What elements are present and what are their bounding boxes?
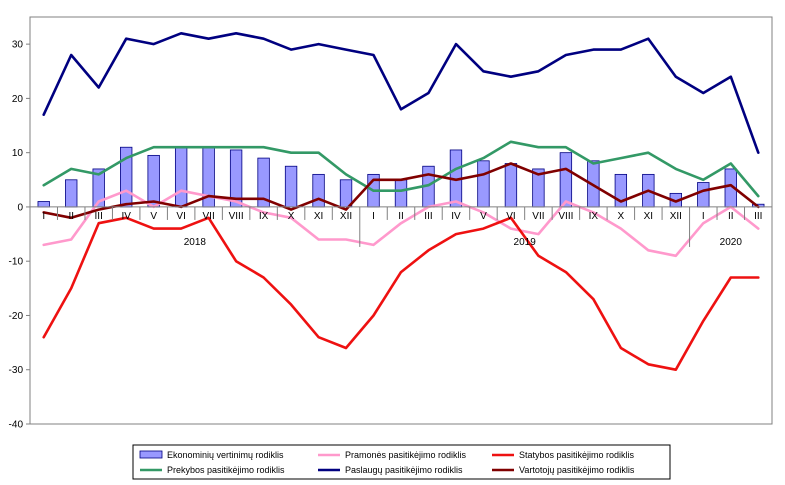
x-tick-label: VIII bbox=[229, 211, 244, 222]
legend-label: Pramonės pasitikėjimo rodiklis bbox=[345, 450, 467, 460]
y-tick-label: -40 bbox=[9, 420, 24, 431]
bar bbox=[312, 173, 325, 208]
y-tick-label: 0 bbox=[17, 202, 23, 213]
year-label: 2019 bbox=[514, 237, 537, 248]
bar bbox=[559, 152, 573, 208]
year-label: 2020 bbox=[720, 237, 743, 248]
x-tick-label: XII bbox=[670, 211, 682, 222]
series-line bbox=[42, 189, 760, 258]
x-tick-label: I bbox=[372, 211, 375, 222]
y-tick-label: 30 bbox=[12, 40, 24, 51]
legend-box bbox=[132, 444, 671, 480]
bar bbox=[477, 160, 490, 208]
x-tick-label: I bbox=[42, 211, 45, 222]
legend-swatch bbox=[139, 450, 163, 459]
series-line bbox=[42, 31, 760, 154]
bar bbox=[65, 179, 78, 208]
x-tick-label: IV bbox=[121, 211, 131, 222]
series-line bbox=[42, 162, 760, 220]
legend-label: Statybos pasitikėjimo rodiklis bbox=[519, 450, 635, 460]
x-tick-label: IX bbox=[589, 211, 599, 222]
x-tick-label: XI bbox=[644, 211, 653, 222]
legend-label: Paslaugų pasitikėjimo rodiklis bbox=[345, 465, 463, 475]
legend-label: Ekonominių vertinimų rodiklis bbox=[167, 450, 284, 460]
x-tick-label: II bbox=[68, 211, 74, 222]
x-tick-label: XII bbox=[340, 211, 352, 222]
series-line bbox=[42, 140, 760, 198]
x-tick-label: II bbox=[728, 211, 734, 222]
bar bbox=[147, 154, 160, 208]
x-tick-label: VIII bbox=[558, 211, 573, 222]
x-tick-label: III bbox=[95, 211, 103, 222]
plot-border bbox=[29, 16, 773, 425]
x-tick-label: IX bbox=[259, 211, 269, 222]
y-tick-label: -10 bbox=[9, 257, 24, 268]
x-tick-label: V bbox=[150, 211, 157, 222]
y-axis: 30 20 10 0 -10 -20 -30 -40 bbox=[9, 40, 30, 431]
y-tick-label: -20 bbox=[9, 311, 24, 322]
bar bbox=[174, 146, 188, 208]
x-tick-label: II bbox=[398, 211, 404, 222]
x-tick-label: III bbox=[754, 211, 762, 222]
x-axis: I II III IV V VI VII VIII IX X XI XII I II III IV V VI VII… bbox=[29, 206, 773, 248]
x-tick-label: VI bbox=[506, 211, 515, 222]
legend-label: Prekybos pasitikėjimo rodiklis bbox=[167, 465, 285, 475]
legend: Ekonominių vertinimų rodiklis Pramonės pa… bbox=[132, 444, 671, 480]
legend-label: Vartotojų pasitikėjimo rodiklis bbox=[519, 465, 635, 475]
x-tick-label: I bbox=[702, 211, 705, 222]
year-label: 2018 bbox=[184, 237, 207, 248]
bar bbox=[284, 165, 298, 208]
x-tick-label: V bbox=[480, 211, 487, 222]
y-tick-label: -30 bbox=[9, 365, 24, 376]
x-tick-label: X bbox=[618, 211, 625, 222]
bar bbox=[504, 163, 518, 208]
x-tick-label: VII bbox=[532, 211, 544, 222]
x-tick-label: X bbox=[288, 211, 295, 222]
x-tick-label: IV bbox=[451, 211, 461, 222]
bar bbox=[394, 179, 408, 208]
y-tick-label: 20 bbox=[12, 94, 24, 105]
x-tick-label: XI bbox=[314, 211, 323, 222]
y-tick-label: 10 bbox=[12, 148, 24, 159]
bar bbox=[697, 182, 710, 208]
bar bbox=[339, 179, 353, 208]
series-line bbox=[42, 216, 760, 372]
bar bbox=[37, 201, 50, 208]
x-tick-label: VI bbox=[176, 211, 185, 222]
x-tick-label: III bbox=[424, 211, 432, 222]
x-tick-label: VII bbox=[203, 211, 215, 222]
